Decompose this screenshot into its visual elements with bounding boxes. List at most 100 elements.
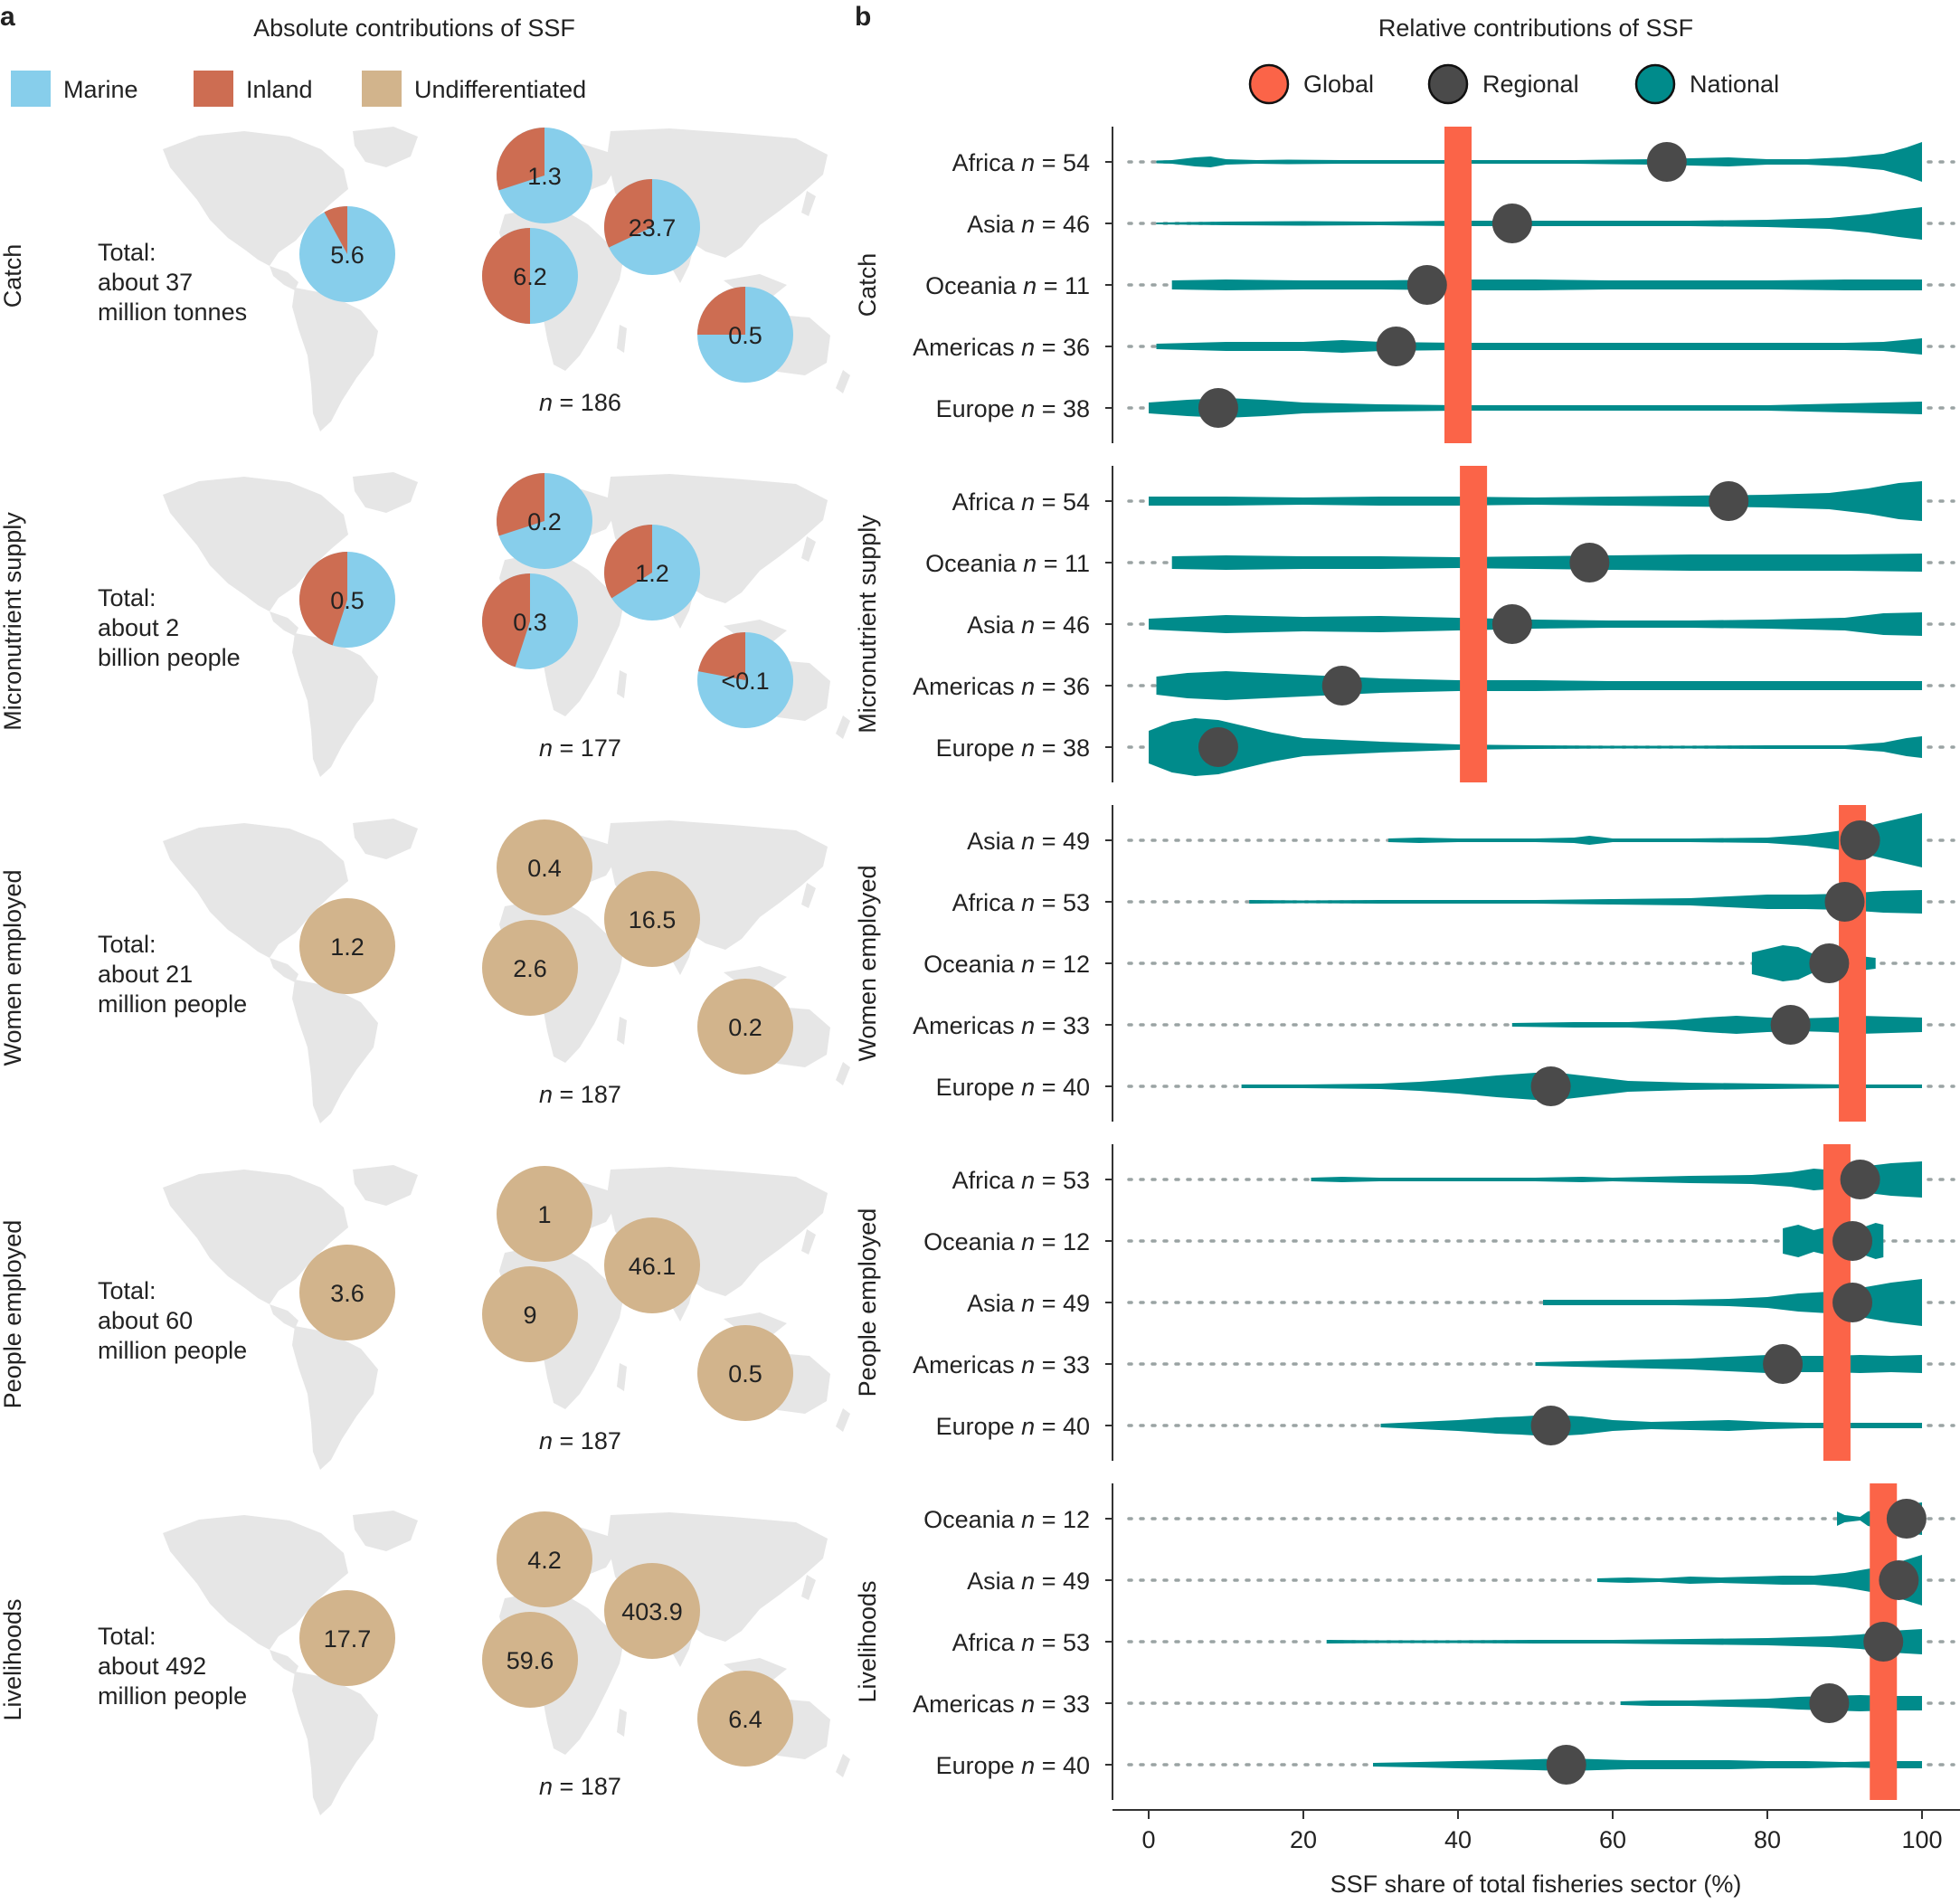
region-name: Africa [952,149,1022,176]
panel-b-catch: Catch Africa n = 54 Asia n = 46 Oceania n =… [854,127,1955,443]
n-letter: n [1023,550,1037,577]
inland-swatch [194,71,233,107]
panel-b-people-employed: People employed Africa n = 53 Oceania n = … [854,1144,1955,1461]
violin-row-americas: Americas n = 36 [913,671,1955,700]
region-africa: 2.6 [482,920,578,1016]
region-asia: 1.2 [604,525,700,620]
region-value: 1.2 [330,933,365,961]
row-label: Americas n = 33 [913,1691,1090,1718]
n-value: = 40 [1035,1752,1090,1779]
n-value: = 46 [1035,611,1090,639]
national-violin [1326,1629,1922,1654]
national-violin [1149,718,1922,776]
national-violin [1156,207,1922,240]
total-text: Total: [98,1623,156,1650]
n-value: = 187 [553,1773,621,1800]
undifferentiated-circle [482,920,578,1016]
row-label: Oceania n = 11 [925,272,1090,299]
row-label: Livelihoods [0,1598,26,1720]
n-letter: n [1021,211,1035,238]
legend-item-inland: Inland [194,71,313,107]
n-value: = 12 [1035,951,1090,978]
total-text: Total: [98,584,156,611]
n-letter: n [1021,1752,1035,1779]
n-letter: n [1021,734,1035,762]
n-value: = 187 [553,1427,621,1454]
panel-label: Women employed [854,865,881,1061]
region-oceania: 0.5 [697,1325,793,1421]
legend-label: National [1690,71,1779,98]
undifferentiated-circle [299,1245,395,1340]
n-letter: n [1021,1568,1035,1595]
national-violin [1311,1161,1922,1198]
total-text: million people [98,1682,247,1710]
n-value: = 49 [1035,1290,1090,1317]
panel-b-livelihoods: Livelihoods Oceania n = 12 Asia n = 49 Afri… [854,1483,1955,1800]
national-violin [1511,1016,1922,1034]
n-letter: n [1021,951,1035,978]
region-value: 59.6 [507,1647,554,1674]
regional-dot-africa [1840,1160,1880,1199]
total-text: about 21 [98,961,193,988]
undifferentiated-circle [697,1671,793,1767]
region-name: Asia [967,1568,1021,1595]
region-name: Europe [936,395,1022,422]
n-value: = 36 [1035,334,1090,361]
global-swatch [1248,63,1290,105]
region-oceania: 0.2 [697,979,793,1075]
n-letter: n [539,734,553,762]
panel-label: People employed [854,1208,881,1397]
region-value: 0.2 [728,1014,762,1041]
n-label: n = 186 [539,389,621,416]
region-value: 1 [537,1201,551,1228]
national-violin [1535,1355,1922,1373]
region-value: 17.7 [324,1625,372,1653]
regional-dot-asia [1840,820,1880,860]
n-value: = 187 [553,1081,621,1108]
national-swatch [1634,63,1676,105]
total-text: Total: [98,1277,156,1304]
n-letter: n [1021,1506,1035,1533]
national-violin [1171,554,1922,572]
regional-dot-africa [1824,882,1865,922]
n-letter: n [1021,334,1035,361]
regional-dot-africa [1709,481,1749,521]
x-axis-title: SSF share of total fisheries sector (%) [1330,1871,1742,1898]
region-asia: 46.1 [604,1217,700,1313]
n-label: n = 187 [539,1081,621,1108]
violin-row-africa: Africa n = 54 [952,481,1955,521]
regional-dot-americas [1770,1005,1811,1045]
n-value: = 33 [1035,1012,1090,1039]
n-letter: n [1021,1228,1035,1255]
n-letter: n [539,1427,553,1454]
row-label: Asia n = 46 [967,211,1090,238]
national-violin [1149,398,1922,418]
n-value: = 54 [1035,488,1090,516]
total-text: about 37 [98,269,193,296]
region-name: Oceania [923,951,1021,978]
region-name: Oceania [923,1506,1021,1533]
x-axis: 0 20 40 60 80 100 SSF share of total fisheries… [1113,1809,1960,1898]
undifferentiated-circle [604,871,700,967]
region-oceania: <0.1 [697,632,793,728]
regional-dot-americas [1763,1344,1804,1384]
region-value: 0.5 [728,1360,762,1388]
region-africa: 6.2 [482,228,578,324]
panel-b-title: Relative contributions of SSF [1378,14,1693,42]
inland-slice [697,632,745,680]
row-label: Africa n = 53 [952,1167,1090,1194]
legend-item-global: Global [1248,63,1374,105]
x-tick-label: 20 [1290,1826,1317,1853]
n-value: = 53 [1035,889,1090,916]
regional-dot-americas [1376,327,1416,366]
national-violin [1543,1279,1922,1326]
violin-row-americas: Americas n = 33 [913,1691,1955,1718]
region-value: 1.3 [527,163,562,190]
region-name: Americas [913,673,1021,700]
region-value: 2.6 [513,955,547,982]
region-name: Africa [952,1629,1022,1656]
x-tick-label: 0 [1141,1826,1155,1853]
violin-row-oceania: Oceania n = 12 [923,1502,1955,1535]
legend-label: Global [1303,71,1374,98]
violin-row-asia: Asia n = 49 [967,1555,1955,1606]
